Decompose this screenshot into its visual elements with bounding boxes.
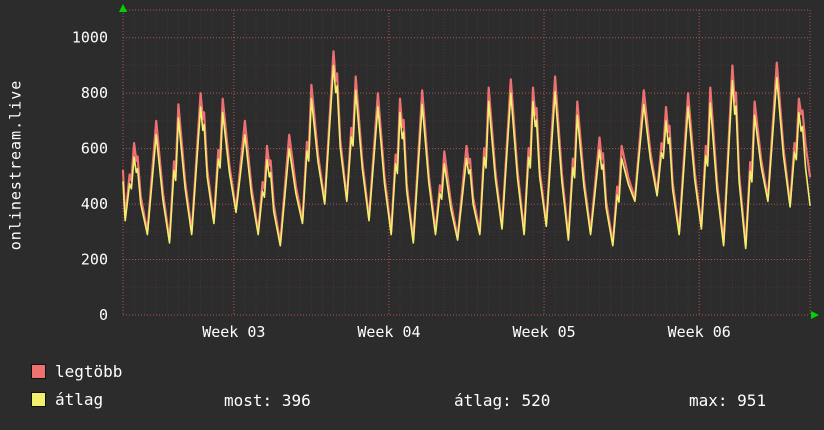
y-axis-label: 200	[81, 251, 108, 269]
x-axis-label: Week 06	[668, 323, 731, 341]
legend-swatch-yellow	[31, 392, 46, 407]
x-axis-label: Week 03	[202, 323, 265, 341]
y-axis-arrow-icon	[119, 4, 127, 12]
x-axis-label: Week 04	[357, 323, 420, 341]
y-axis-label: 600	[81, 140, 108, 158]
y-axis-label: 0	[99, 306, 108, 324]
stat-max: max: 951	[689, 391, 767, 410]
legend-swatch-red	[31, 364, 46, 379]
legend-label: legtöbb	[55, 362, 123, 381]
legend-label: átlag	[55, 390, 104, 409]
series-line-atlag	[122, 64, 811, 250]
chart-plot: 0 200 400 600 800 1000 Week 03 Week 04 Week 05 We…	[72, 4, 819, 341]
x-axis-label: Week 05	[512, 323, 575, 341]
y-axis-label: 800	[81, 84, 108, 102]
legend-item-atlag: átlag	[31, 390, 103, 409]
stat-most: most: 396	[224, 391, 311, 410]
legend-item-legtobb: legtöbb	[31, 362, 122, 381]
y-axis-label: 1000	[72, 29, 108, 47]
x-axis-arrow-icon	[811, 311, 819, 319]
stat-atlag: átlag: 520	[454, 391, 551, 410]
y-axis-label: 400	[81, 195, 108, 213]
